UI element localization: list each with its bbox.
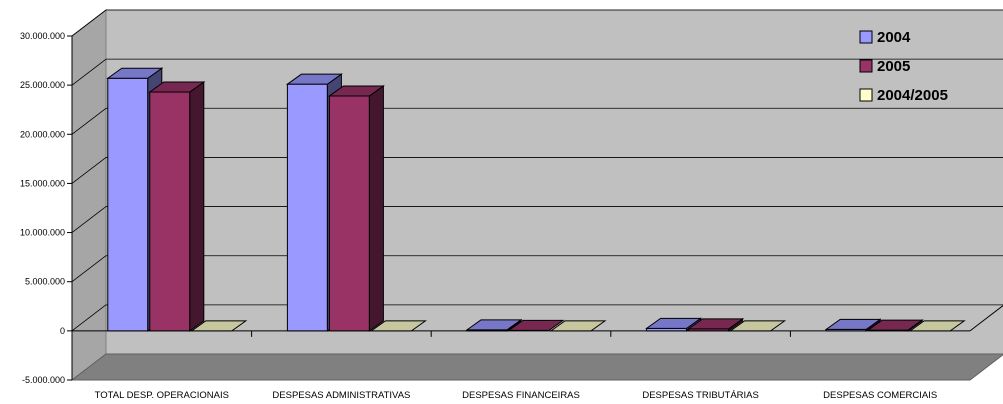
legend-label: 2004 [877, 29, 911, 46]
bar-top [148, 81, 206, 93]
x-category-label: DESPESAS TRIBUTÁRIAS [642, 390, 759, 401]
y-tick-label: 5.000.000 [25, 277, 65, 287]
legend-swatch [859, 88, 873, 102]
bar [687, 317, 745, 332]
gridline-side [71, 107, 107, 135]
gridline-side [71, 304, 107, 332]
bar-top [327, 85, 385, 97]
gridline-side [71, 58, 107, 86]
bar-side [189, 81, 205, 332]
bar-front [328, 95, 370, 332]
x-category-labels: TOTAL DESP. OPERACIONAIS DESPESAS ADMINIS… [95, 390, 938, 401]
bar-top [285, 73, 343, 85]
gridline-side [71, 157, 107, 184]
y-tick-label: 20.000.000 [20, 129, 65, 139]
bar-top [465, 319, 523, 331]
y-tick-labels: -5.000.000 0 5.000.000 10.000.000 15.000.000… [20, 31, 65, 385]
bar-front [149, 91, 191, 332]
y-tick-label: 15.000.000 [20, 178, 65, 188]
bar [866, 319, 924, 332]
bar-top [687, 318, 745, 330]
legend: 2004 2005 2004/2005 [859, 29, 948, 104]
bar-top [190, 320, 248, 332]
bar-side [368, 84, 384, 332]
x-axis-depth [969, 304, 1003, 332]
bar-top [507, 319, 565, 331]
x-category-label: DESPESAS COMERCIAIS [823, 390, 937, 401]
bar [148, 81, 206, 332]
legend-swatch [859, 30, 873, 44]
bar [549, 320, 607, 332]
legend-label: 2005 [877, 58, 910, 75]
bar-top [908, 320, 966, 332]
y-tick-label: 0 [60, 326, 65, 336]
y-tick-label: 30.000.000 [20, 31, 65, 41]
side-wall [71, 8, 107, 382]
bar-top [729, 320, 787, 332]
y-tick-label: 10.000.000 [20, 228, 65, 238]
bar [507, 319, 565, 331]
bar-top [645, 317, 703, 329]
x-category-label: DESPESAS FINANCEIRAS [462, 390, 580, 401]
legend-label: 2004/2005 [877, 87, 948, 104]
gridline-side [71, 255, 107, 283]
bar [327, 84, 385, 332]
floor [70, 353, 1003, 381]
y-tick-label: -5.000.000 [22, 375, 65, 385]
bar-top [866, 319, 924, 331]
bar-top [824, 318, 882, 330]
bar-top [106, 67, 164, 79]
bar-front [286, 83, 328, 332]
gridlines [71, 9, 1003, 332]
gridline-side [71, 9, 107, 37]
bar [824, 318, 882, 332]
bar-top [369, 320, 427, 332]
legend-swatch [859, 59, 873, 73]
gridline-side [71, 206, 107, 233]
x-category-label: DESPESAS ADMINISTRATIVAS [272, 390, 410, 401]
y-tick-label: 25.000.000 [20, 80, 65, 90]
bar-top [549, 320, 607, 332]
bar [465, 318, 523, 332]
x-category-label: TOTAL DESP. OPERACIONAIS [95, 390, 229, 401]
bar [190, 320, 248, 332]
bars [106, 67, 966, 332]
bar [908, 320, 966, 332]
bar [369, 320, 427, 332]
bar [729, 320, 787, 332]
bar-front [107, 77, 149, 332]
